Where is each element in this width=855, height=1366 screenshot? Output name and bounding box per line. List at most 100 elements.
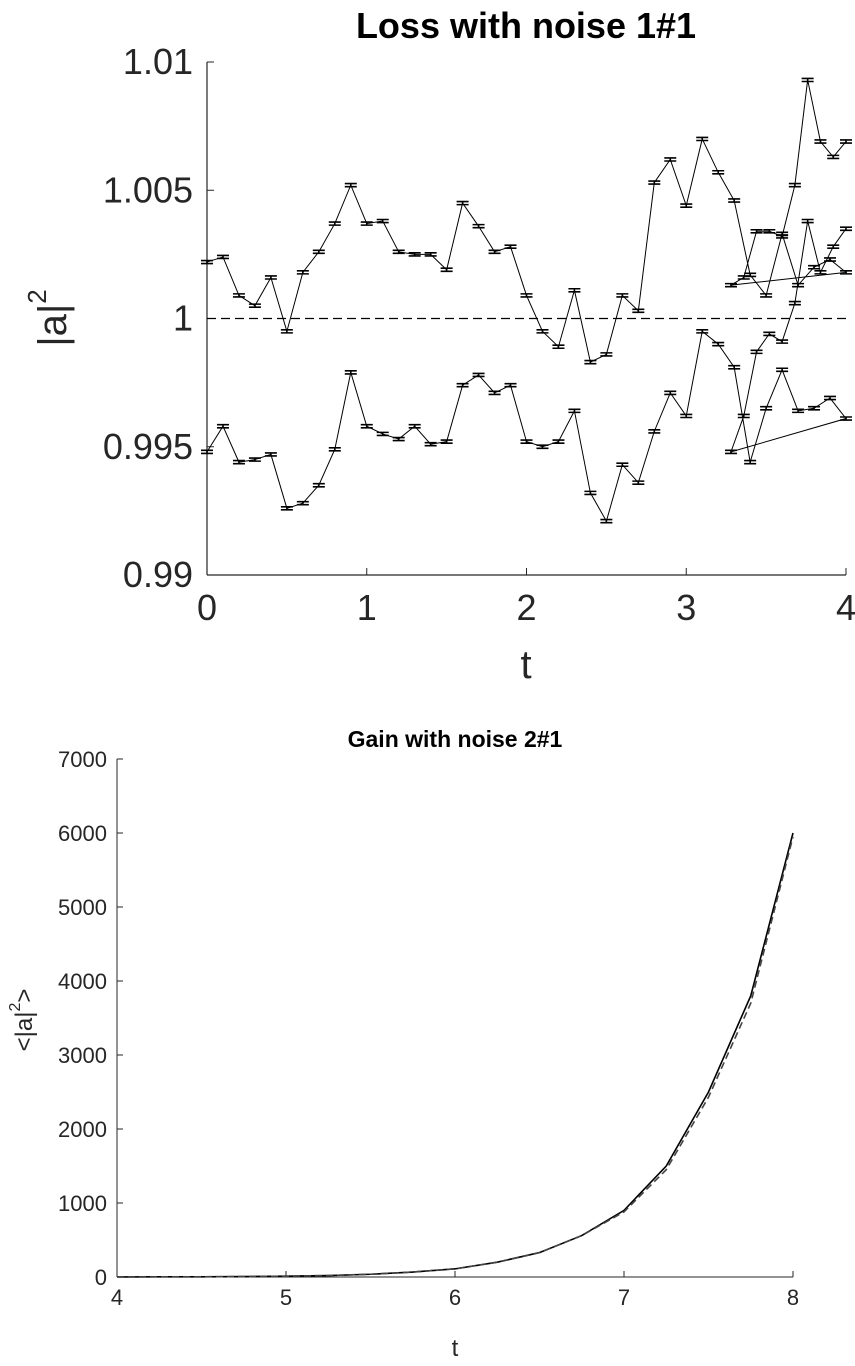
- y-axis-label-superscript: 2: [7, 1003, 24, 1012]
- error-bar: [788, 300, 801, 306]
- error-bar: [584, 490, 597, 496]
- x-tick-label: 0: [197, 587, 217, 628]
- plot-area: [206, 62, 846, 576]
- error-bar: [472, 223, 485, 229]
- error-bar: [328, 221, 341, 226]
- error-bar: [724, 449, 737, 455]
- error-bar: [248, 303, 261, 309]
- y-tick-label: 4000: [58, 969, 107, 994]
- y-ticks: 0.99 0.995 1 1.005 1.01: [103, 41, 214, 595]
- error-bar: [801, 218, 814, 224]
- x-tick-label: 4: [836, 587, 855, 628]
- error-bar: [312, 482, 325, 488]
- error-bar: [360, 423, 373, 429]
- error-bar: [392, 249, 405, 255]
- error-bar: [776, 234, 789, 239]
- error-bar: [632, 308, 645, 314]
- error-bar: [424, 252, 437, 257]
- error-bar: [456, 200, 469, 206]
- x-ticks: 0 1 2 3 4: [197, 568, 855, 628]
- y-tick-label: 1: [173, 298, 193, 339]
- x-tick-label: 7: [618, 1285, 630, 1310]
- error-bar: [648, 180, 661, 185]
- error-bar: [712, 169, 725, 175]
- x-tick-label: 3: [676, 587, 696, 628]
- x-axis-label: t: [452, 1335, 459, 1362]
- error-bar: [376, 218, 389, 224]
- chart-title: Gain with noise 2#1: [348, 726, 563, 752]
- y-axis-label-group: |a|2: [22, 289, 75, 347]
- error-bar: [827, 244, 840, 250]
- error-bar: [664, 157, 677, 162]
- x-tick-label: 2: [516, 587, 536, 628]
- chart-gain: Gain with noise 2#1 4 5 6 7 8 0 1000 2000 3000 4…: [7, 726, 799, 1362]
- error-bar: [312, 249, 325, 255]
- error-bar: [632, 480, 645, 485]
- error-bar: [248, 457, 261, 462]
- error-bar: [814, 139, 827, 144]
- y-axis-label-suffix: >: [11, 989, 38, 1003]
- error-bar: [424, 441, 437, 447]
- error-bar: [376, 431, 389, 437]
- x-tick-label: 4: [111, 1285, 123, 1310]
- error-bar: [840, 139, 852, 144]
- y-axis-label-main: |a|: [31, 304, 75, 347]
- error-bar: [728, 198, 741, 203]
- error-bar: [552, 344, 565, 350]
- error-bar: [568, 408, 581, 414]
- error-bar: [296, 269, 309, 275]
- error-bar: [440, 439, 453, 444]
- error-bar: [456, 382, 469, 388]
- error-bar: [216, 423, 229, 429]
- chart-loss: Loss with noise 1#1 0 1 2 3 4 0.99 0.995 1 1.00…: [22, 5, 855, 687]
- error-bar: [760, 293, 773, 298]
- error-bar: [680, 203, 693, 208]
- error-bar: [750, 349, 763, 355]
- error-bar: [840, 269, 852, 275]
- y-tick-label: 0.99: [123, 554, 193, 595]
- error-bar: [712, 341, 725, 347]
- error-bar: [737, 275, 750, 280]
- error-bar: [408, 423, 421, 429]
- error-bar: [536, 444, 549, 450]
- error-bar: [840, 416, 852, 421]
- error-bar: [232, 293, 245, 298]
- error-bar: [788, 182, 801, 188]
- error-bar: [600, 518, 613, 524]
- error-bar: [520, 293, 533, 298]
- error-bar: [201, 259, 213, 265]
- error-bar: [568, 287, 581, 293]
- error-bar: [724, 282, 737, 288]
- y-tick-label: 6000: [58, 821, 107, 846]
- y-axis-label-main: <|a|: [11, 1012, 38, 1052]
- error-bar: [232, 459, 245, 465]
- y-tick-label: 2000: [58, 1117, 107, 1142]
- error-bar: [280, 328, 293, 334]
- error-bar: [344, 182, 357, 188]
- error-bar: [392, 436, 405, 442]
- error-bar: [344, 370, 357, 375]
- series-line-1: [206, 79, 848, 363]
- error-bar: [504, 382, 517, 388]
- error-bar: [744, 459, 757, 465]
- error-bar: [552, 439, 565, 444]
- plot-area: [116, 759, 793, 1278]
- x-tick-label: 6: [449, 1285, 461, 1310]
- error-bar: [808, 405, 821, 411]
- error-bar: [648, 429, 661, 434]
- y-tick-label: 7000: [58, 747, 107, 772]
- error-bar: [408, 252, 421, 257]
- error-bar: [763, 331, 776, 337]
- y-tick-label: 1000: [58, 1191, 107, 1216]
- error-bar: [536, 328, 549, 334]
- series-line-2: [206, 220, 847, 523]
- x-tick-label: 5: [280, 1285, 292, 1310]
- error-bar: [664, 390, 677, 396]
- error-bar: [776, 339, 789, 344]
- error-bar: [488, 390, 501, 396]
- series-group: [116, 832, 794, 1278]
- series-line-2: [116, 836, 794, 1278]
- error-bar: [504, 244, 517, 250]
- x-ticks: 4 5 6 7 8: [111, 1271, 799, 1310]
- y-tick-label: 0.995: [103, 426, 193, 467]
